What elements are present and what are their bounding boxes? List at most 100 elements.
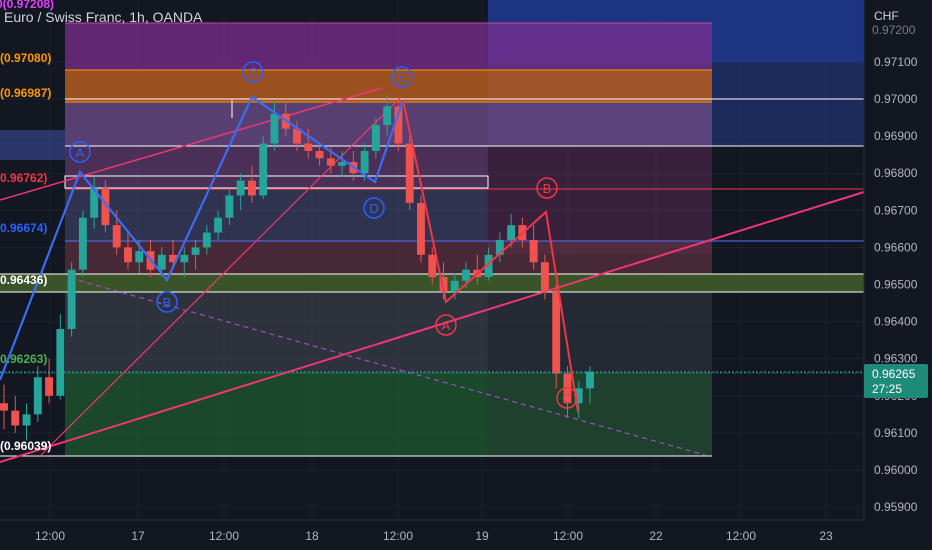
candle-body bbox=[495, 239, 504, 255]
pattern-label-ring bbox=[391, 66, 413, 88]
price-scale[interactable]: CHF 0.97200 0.97100 0.97000 0.96900 0.96800… bbox=[863, 0, 932, 550]
price-tick-label: 0.96600 bbox=[874, 240, 918, 254]
fib-band-purple bbox=[65, 23, 712, 70]
price-tick-label: 0.96500 bbox=[874, 278, 918, 292]
fib-level-label: (0.96762) bbox=[0, 171, 47, 185]
candle-body bbox=[586, 371, 594, 389]
price-tick-label: 0.97100 bbox=[874, 55, 918, 69]
main-pink-trendline bbox=[0, 191, 865, 463]
time-tick-label: 12:00 bbox=[209, 529, 239, 543]
price-tick-label: 0.96100 bbox=[874, 426, 918, 440]
candle-body bbox=[394, 106, 403, 144]
price-tick-label: 0.95900 bbox=[874, 500, 918, 514]
candle-body bbox=[417, 202, 425, 255]
time-tick-label: 12:00 bbox=[383, 529, 413, 543]
candle-body bbox=[293, 128, 301, 144]
candle-body bbox=[304, 143, 313, 151]
fib-band-green bbox=[65, 372, 488, 456]
pattern-label-ring bbox=[363, 197, 385, 219]
candle-body bbox=[90, 188, 99, 218]
bottom-right-green-zone bbox=[488, 372, 712, 456]
left-blue-box bbox=[0, 130, 65, 160]
pattern-label-ring bbox=[556, 387, 578, 409]
candle-body bbox=[112, 225, 121, 248]
candle-body bbox=[101, 188, 110, 226]
candle-body bbox=[0, 403, 8, 411]
fib-level-label: (0.96263) bbox=[0, 352, 47, 366]
highlight-box bbox=[64, 175, 489, 189]
pattern-label-letter: C bbox=[248, 65, 257, 80]
price-tick-label: 0.97000 bbox=[874, 92, 918, 106]
fib-band-mauve bbox=[65, 146, 488, 189]
candle-body bbox=[462, 269, 470, 281]
candle-body bbox=[259, 143, 268, 196]
fib-level-label: 0(0.97208) bbox=[0, 0, 54, 11]
candle-body bbox=[529, 239, 538, 263]
fib-level-label: )(0.96987) bbox=[0, 86, 51, 100]
time-tick-label: 12:00 bbox=[553, 529, 583, 543]
candle-body bbox=[371, 124, 380, 151]
fib-level-label: (0.96436) bbox=[0, 273, 47, 287]
time-tick-label: 23 bbox=[819, 529, 833, 543]
candle-body bbox=[405, 143, 414, 203]
candle-body bbox=[11, 410, 20, 426]
harmonic-pattern-red[interactable] bbox=[402, 99, 579, 413]
blue-pattern-path bbox=[0, 95, 405, 381]
candle-body bbox=[507, 225, 516, 240]
candle-body bbox=[270, 113, 279, 144]
harmonic-pattern-blue[interactable] bbox=[0, 95, 405, 381]
currency-label: CHF bbox=[874, 9, 899, 23]
candle-body bbox=[78, 217, 87, 270]
time-axis[interactable]: 12:00 17 12:00 18 12:00 19 12:00 22 12:00 23 bbox=[0, 519, 864, 550]
candle-body bbox=[45, 377, 54, 396]
candle-body bbox=[484, 254, 493, 278]
time-tick-label: 17 bbox=[131, 529, 145, 543]
pattern-label-letter: A bbox=[76, 145, 85, 160]
candle-body bbox=[22, 414, 31, 426]
price-tick-label: 0.96000 bbox=[874, 463, 918, 477]
fib-level-label: )(0.96039) bbox=[0, 439, 51, 453]
fib-level-label: (0.96674) bbox=[0, 221, 47, 235]
candle-body bbox=[315, 150, 324, 159]
pattern-label-ring bbox=[536, 177, 558, 199]
time-tick-label: 12:00 bbox=[35, 529, 65, 543]
pattern-label-letter: B bbox=[543, 181, 552, 196]
candle-body bbox=[67, 269, 76, 330]
price-tick-label: 0.96400 bbox=[874, 315, 918, 329]
candle-body bbox=[56, 329, 65, 396]
upper-pink-trendline bbox=[0, 87, 383, 201]
fib-level-labels: 0(0.97208) )(0.97080) )(0.96987) (0.96762) (… bbox=[0, 0, 54, 453]
pattern-label-ring bbox=[242, 61, 264, 83]
candle-body bbox=[157, 254, 166, 270]
candle-body bbox=[428, 254, 437, 278]
pattern-label-letter: C bbox=[562, 391, 571, 406]
fib-level-label: )(0.97080) bbox=[0, 51, 51, 65]
time-tick-labels: 12:00 17 12:00 18 12:00 19 12:00 22 12:00 23 bbox=[35, 529, 833, 543]
candle-body bbox=[540, 262, 549, 292]
pattern-label-letter: B bbox=[163, 295, 172, 310]
pattern-label-ring bbox=[435, 314, 457, 336]
pattern-label-ring bbox=[156, 291, 178, 313]
fibonacci-retracement[interactable] bbox=[0, 22, 864, 457]
pattern-point-labels: A B C D E A B C bbox=[69, 61, 578, 409]
candle-body bbox=[214, 217, 223, 233]
bar-countdown: 27:25 bbox=[872, 382, 902, 396]
candle-body bbox=[169, 254, 177, 263]
red-pattern-path bbox=[402, 99, 579, 413]
candle-body bbox=[191, 247, 200, 255]
partial-top-tick: 0.97200 bbox=[872, 23, 916, 37]
candle-body bbox=[180, 254, 189, 263]
candle-body bbox=[439, 277, 448, 292]
candle-body bbox=[450, 280, 459, 292]
candle-body bbox=[124, 247, 132, 263]
candle-body bbox=[225, 195, 234, 218]
candle-body bbox=[247, 180, 256, 196]
fib-band-gray bbox=[65, 292, 488, 372]
candle-body bbox=[552, 291, 561, 374]
candle-body bbox=[202, 232, 211, 248]
current-price-value: 0.96265 bbox=[872, 367, 916, 381]
candle-body bbox=[326, 158, 335, 166]
price-tick-label: 0.96700 bbox=[874, 203, 918, 217]
candle-body bbox=[33, 377, 42, 415]
